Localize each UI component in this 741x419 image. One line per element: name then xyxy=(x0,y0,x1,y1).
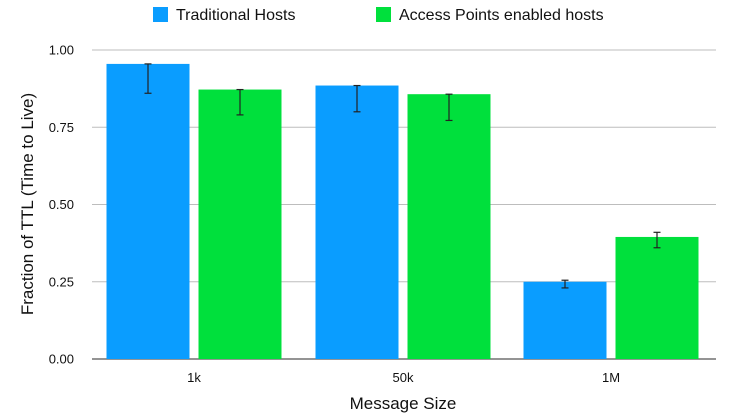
legend-label: Traditional Hosts xyxy=(176,7,295,24)
x-axis-ticks: 1k 50k 1M xyxy=(187,370,620,385)
legend-swatch xyxy=(376,7,391,22)
bar xyxy=(615,236,699,359)
y-tick-label: 0.75 xyxy=(49,120,74,135)
y-tick-label: 0.25 xyxy=(49,274,74,289)
error-bars xyxy=(144,63,661,289)
bar xyxy=(315,85,399,359)
x-axis-title: Message Size xyxy=(350,394,457,413)
y-tick-label: 0.50 xyxy=(49,197,74,212)
bar xyxy=(523,281,607,359)
y-tick-label: 0.00 xyxy=(49,352,74,367)
bar xyxy=(106,63,190,359)
bars xyxy=(106,63,699,359)
x-tick-label: 1M xyxy=(602,370,620,385)
gridlines xyxy=(92,49,716,360)
legend-swatch xyxy=(153,7,168,22)
y-axis-title: Fraction of TTL (Time to Live) xyxy=(18,93,37,315)
legend: Traditional Hosts Access Points enabled h… xyxy=(153,7,604,24)
legend-label: Access Points enabled hosts xyxy=(399,7,604,24)
x-tick-label: 50k xyxy=(393,370,414,385)
bar xyxy=(407,94,491,359)
x-tick-label: 1k xyxy=(187,370,201,385)
y-tick-label: 1.00 xyxy=(49,43,74,58)
y-axis-ticks: 0.00 0.25 0.50 0.75 1.00 xyxy=(49,43,74,367)
bar xyxy=(198,89,282,359)
